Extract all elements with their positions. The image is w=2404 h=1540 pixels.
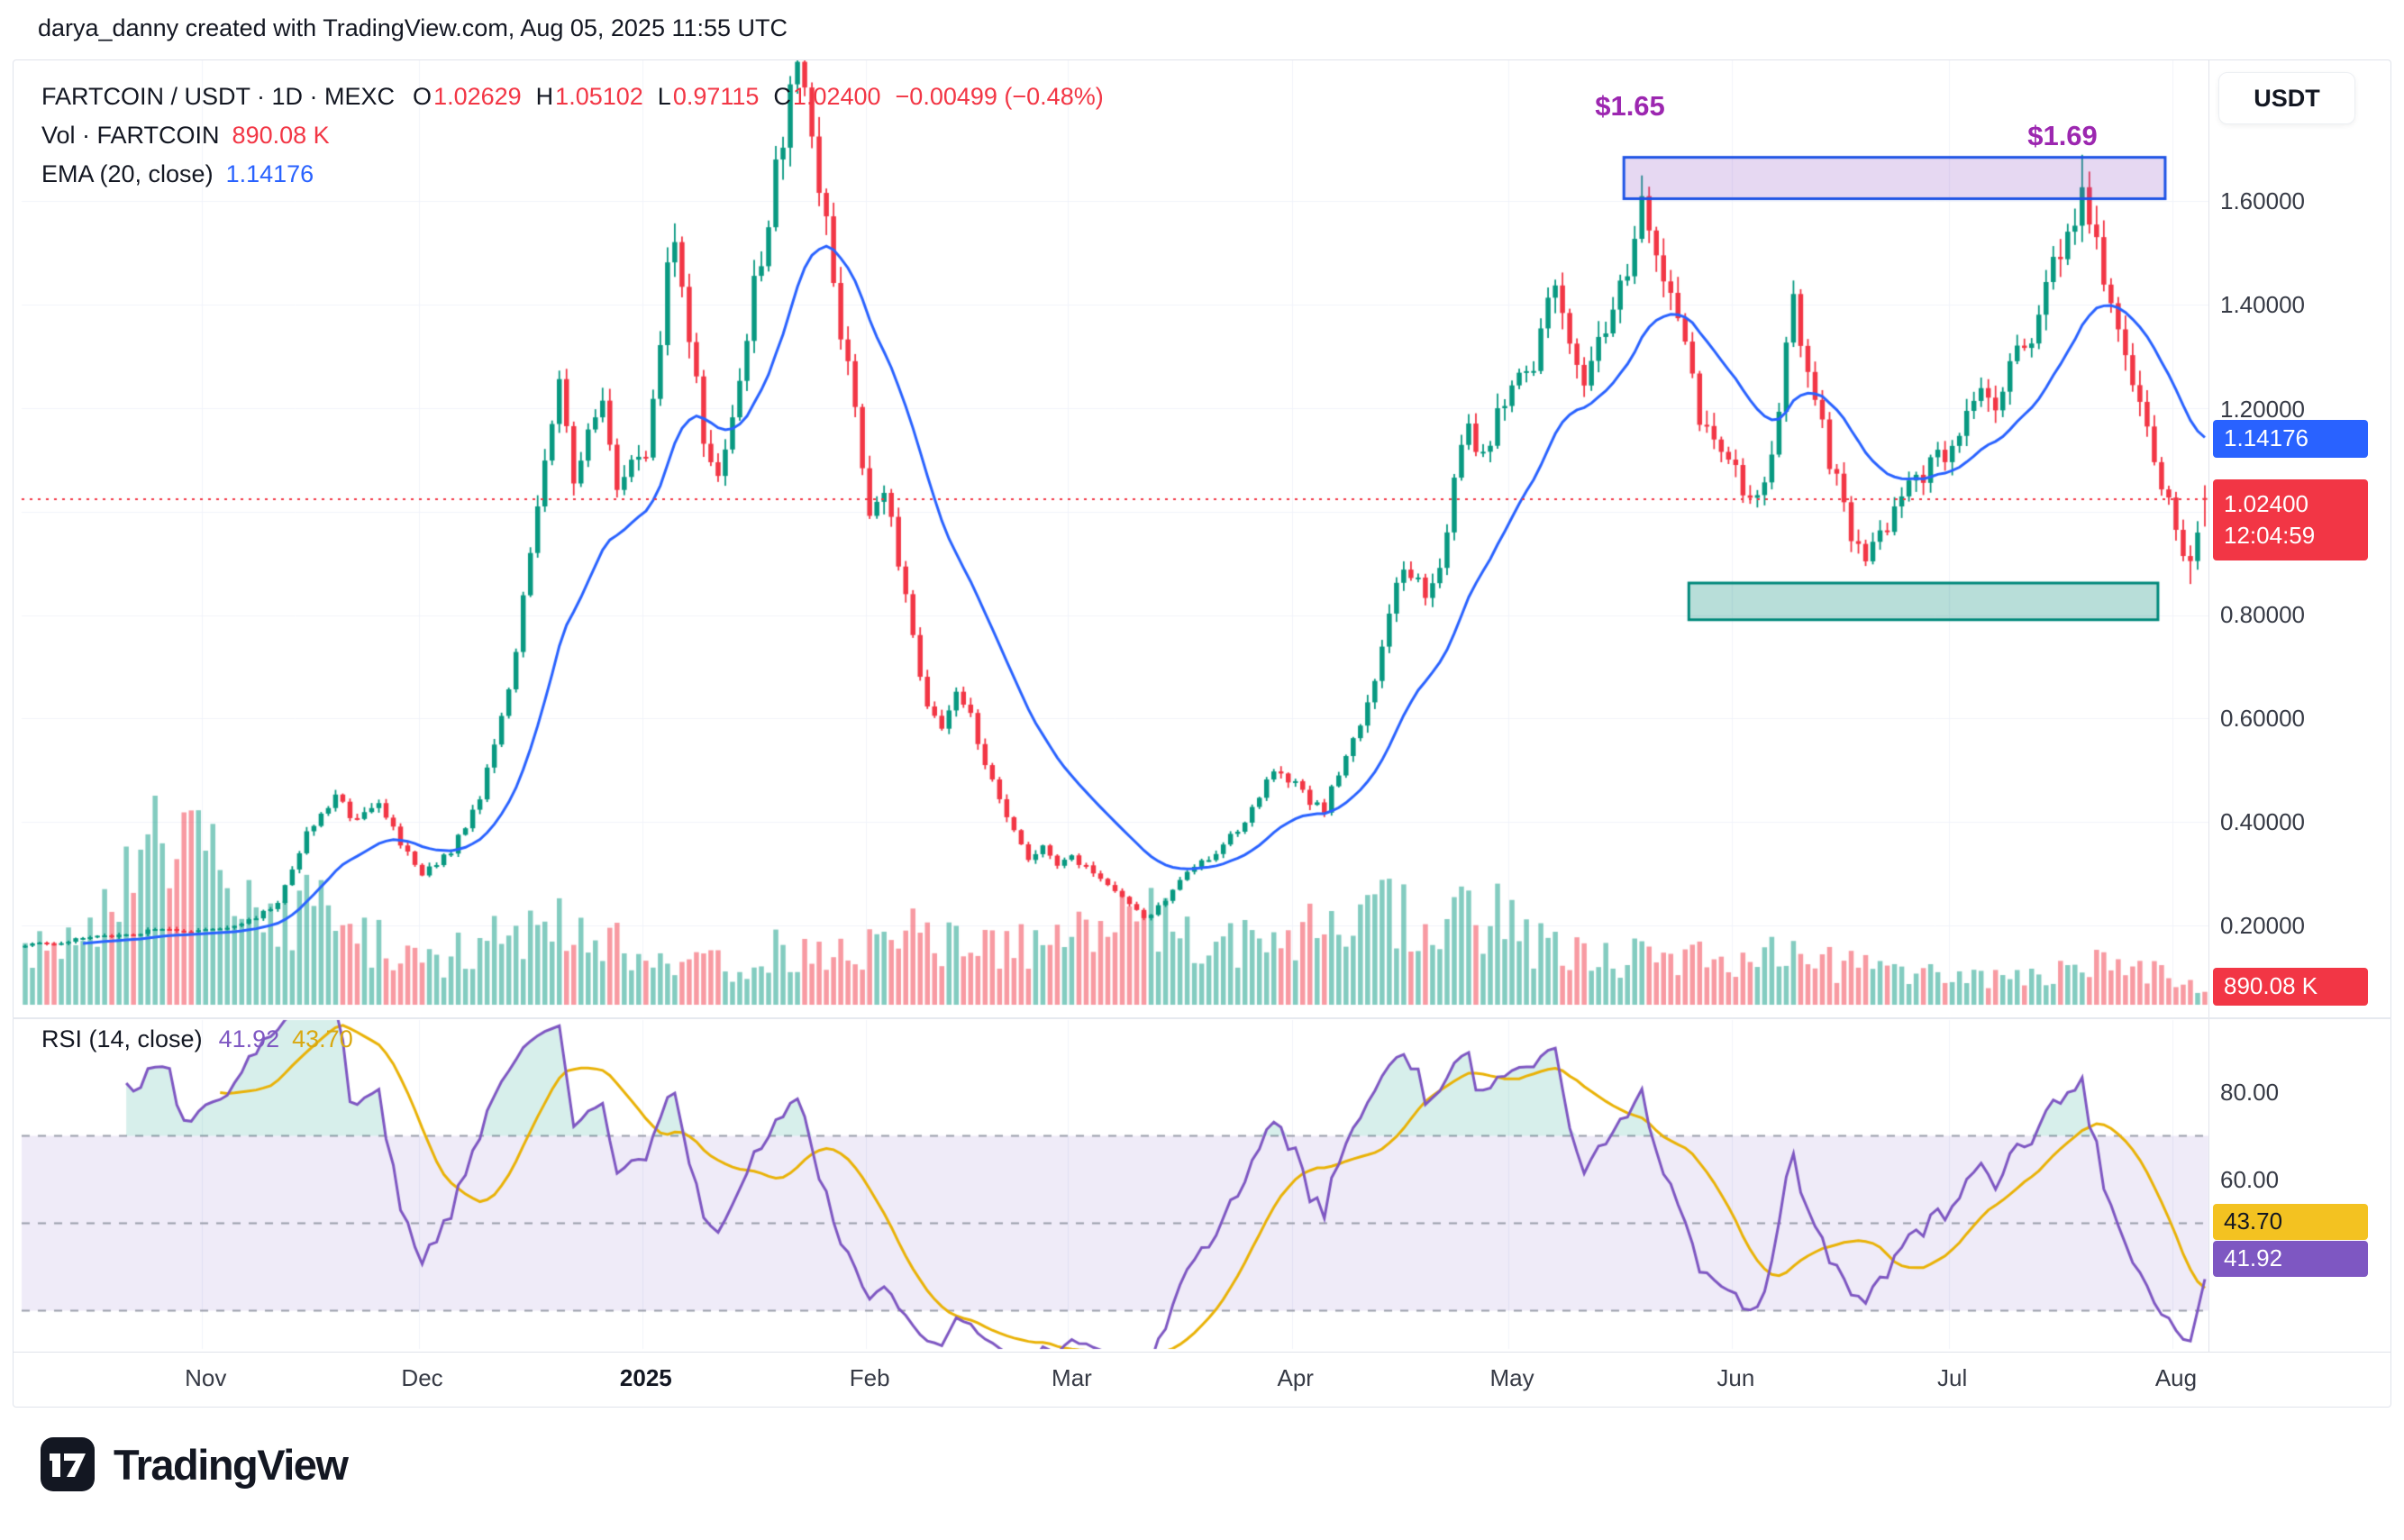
price-axis-label[interactable]: 0.60000: [2220, 705, 2305, 732]
pane-separator[interactable]: [13, 1017, 2391, 1019]
price-axis-label[interactable]: 1.20000: [2220, 396, 2305, 423]
price-annotation-169[interactable]: $1.69: [2027, 120, 2098, 151]
open-pair: O1.02629: [413, 83, 522, 110]
volume-label[interactable]: Vol · FARTCOIN: [41, 122, 220, 149]
high-value: 1.05102: [555, 83, 643, 110]
price-axis-label[interactable]: 0.80000: [2220, 601, 2305, 628]
ema-value: 1.14176: [225, 160, 314, 187]
rsi-axis-label[interactable]: 80.00: [2220, 1079, 2280, 1106]
rsi-ma-value: 43.70: [292, 1025, 353, 1052]
high-label: H: [535, 83, 554, 110]
rsi-axis-label[interactable]: 60.00: [2220, 1166, 2280, 1193]
close-value: 1.02400: [792, 83, 881, 110]
ema-price-badge: 1.14176: [2213, 420, 2368, 458]
rsi-label[interactable]: RSI (14, close): [41, 1025, 203, 1052]
price-axis-label[interactable]: 0.20000: [2220, 912, 2305, 939]
last-price-badge: 1.02400 12:04:59: [2213, 479, 2368, 560]
low-label: L: [657, 83, 671, 110]
bar-countdown: 12:04:59: [2224, 522, 2316, 549]
rsi-value: 41.92: [218, 1025, 280, 1052]
price-axis-label[interactable]: 1.40000: [2220, 291, 2305, 318]
price-axis-separator: [2208, 59, 2209, 1352]
tradingview-logo[interactable]: TradingView: [40, 1436, 349, 1492]
change-value: −0.00499 (−0.48%): [895, 83, 1104, 110]
open-value: 1.02629: [433, 83, 522, 110]
attribution-text: darya_danny created with TradingView.com…: [38, 14, 788, 41]
ema-label[interactable]: EMA (20, close): [41, 160, 214, 187]
volume-value: 890.08 K: [232, 122, 330, 149]
tradingview-logo-text: TradingView: [114, 1440, 349, 1489]
symbol-row: FARTCOIN / USDT · 1D · MEXC O1.02629 H1.05…: [41, 77, 1104, 116]
price-annotation-165[interactable]: $1.65: [1595, 90, 1665, 122]
last-price-value: 1.02400: [2224, 489, 2308, 517]
price-axis-label[interactable]: 1.60000: [2220, 187, 2305, 214]
currency-toggle-button[interactable]: USDT: [2218, 72, 2355, 124]
close-label: C: [773, 83, 791, 110]
rsi-value-badge: 41.92: [2213, 1241, 2368, 1277]
chart-legend: FARTCOIN / USDT · 1D · MEXC O1.02629 H1.05…: [41, 77, 1104, 194]
low-value: 0.97115: [672, 83, 760, 110]
volume-row: Vol · FARTCOIN 890.08 K: [41, 116, 1104, 155]
high-pair: H1.05102: [536, 83, 643, 110]
tradingview-logo-icon: [41, 1437, 95, 1491]
rsi-ma-badge: 43.70: [2213, 1204, 2368, 1240]
price-axis-label[interactable]: 0.40000: [2220, 808, 2305, 835]
close-pair: C1.02400: [773, 83, 880, 110]
volume-badge: 890.08 K: [2213, 968, 2368, 1006]
low-pair: L0.97115: [658, 83, 760, 110]
time-axis-separator: [13, 1352, 2391, 1353]
ema-row: EMA (20, close) 1.14176: [41, 155, 1104, 194]
symbol-title[interactable]: FARTCOIN / USDT · 1D · MEXC: [41, 83, 396, 110]
rsi-legend: RSI (14, close) 41.92 43.70: [41, 1025, 353, 1053]
open-label: O: [413, 83, 433, 110]
